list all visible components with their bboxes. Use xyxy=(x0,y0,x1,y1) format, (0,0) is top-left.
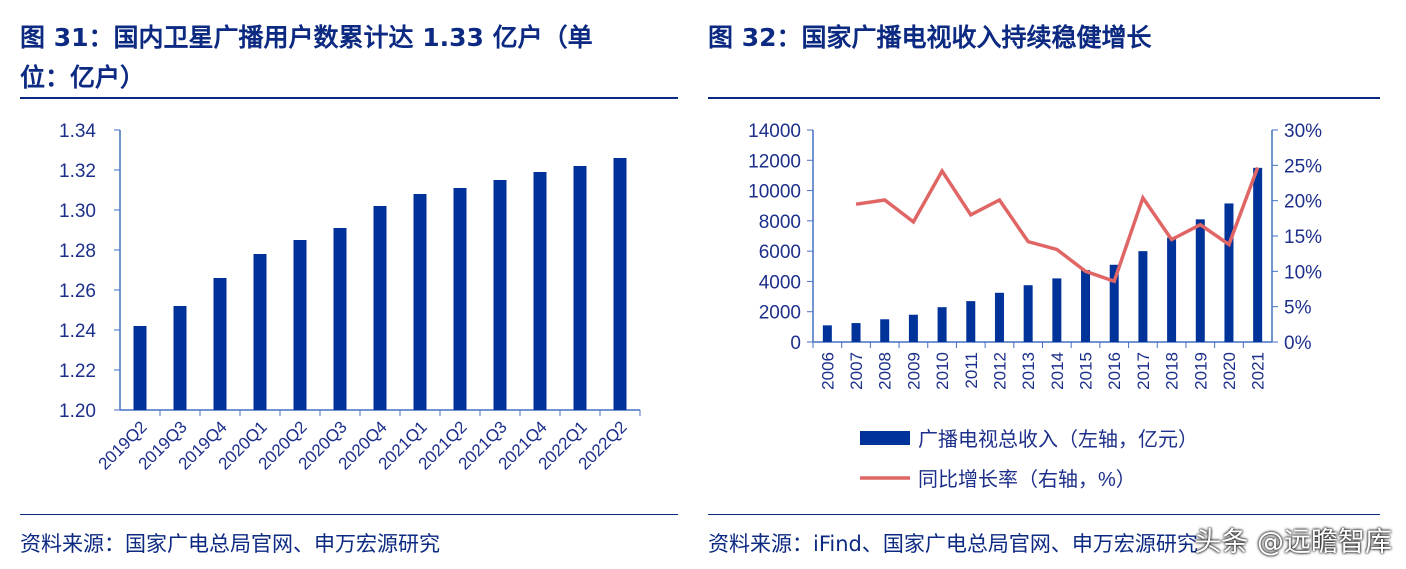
x-tick-label: 2018 xyxy=(1163,352,1182,390)
x-tick-label: 2016 xyxy=(1105,352,1124,390)
left-title-rule xyxy=(20,97,678,99)
bar xyxy=(1081,270,1091,342)
bar xyxy=(453,188,467,410)
bar xyxy=(333,228,347,410)
bar xyxy=(880,319,890,342)
right-y-tick-label: 20% xyxy=(1284,192,1322,213)
x-tick-label: 2006 xyxy=(818,352,837,390)
x-tick-label: 2017 xyxy=(1134,352,1153,390)
x-tick-label: 2012 xyxy=(990,352,1009,390)
right-y-tick-label: 25% xyxy=(1284,156,1322,177)
left-footer-rule xyxy=(20,514,678,515)
left-y-tick-label: 2000 xyxy=(759,303,801,324)
bar xyxy=(851,323,861,342)
left-y-tick-label: 10000 xyxy=(748,182,801,203)
right-y-tick-label: 0% xyxy=(1284,333,1312,354)
left-chart: 1.201.221.241.261.281.301.321.342019Q220… xyxy=(59,121,641,474)
right-y-tick-label: 30% xyxy=(1284,121,1322,142)
bar xyxy=(293,240,307,410)
left-y-tick-label: 0 xyxy=(790,333,801,354)
x-tick-label: 2020 xyxy=(1220,352,1239,390)
left-y-tick-label: 6000 xyxy=(759,242,801,263)
right-footer-rule xyxy=(708,514,1380,515)
bar xyxy=(253,254,267,410)
bar xyxy=(1023,285,1033,342)
bar xyxy=(1052,278,1062,342)
y-tick-label: 1.28 xyxy=(59,241,96,262)
y-tick-label: 1.26 xyxy=(59,281,96,302)
bar xyxy=(966,301,976,342)
bar xyxy=(937,307,947,342)
x-tick-label: 2009 xyxy=(904,352,923,390)
x-tick-label: 2007 xyxy=(847,352,866,390)
bar xyxy=(1109,264,1119,342)
y-tick-label: 1.34 xyxy=(59,121,96,142)
bar xyxy=(173,306,187,410)
bar xyxy=(493,180,507,410)
bar xyxy=(533,172,547,410)
bar xyxy=(1224,203,1234,342)
bar xyxy=(213,278,227,410)
x-tick-label: 2008 xyxy=(876,352,895,390)
y-tick-label: 1.30 xyxy=(59,201,96,222)
bar xyxy=(994,292,1004,342)
left-source: 资料来源：国家广电总局官网、申万宏源研究 xyxy=(20,532,440,556)
legend-label-line: 同比增长率（右轴，%） xyxy=(918,468,1136,491)
left-y-tick-label: 8000 xyxy=(759,212,801,233)
left-chart-title-line1: 图 31：国内卫星广播用户数累计达 1.33 亿户（单 xyxy=(20,23,593,52)
bar xyxy=(573,166,587,410)
growth-rate-line xyxy=(855,166,1260,284)
bar xyxy=(613,158,627,410)
x-tick-label: 2021 xyxy=(1249,352,1268,390)
bar xyxy=(908,314,918,342)
bar xyxy=(133,326,147,410)
bar xyxy=(1138,251,1148,342)
bar xyxy=(1253,167,1263,342)
y-tick-label: 1.20 xyxy=(59,401,96,422)
x-tick-label: 2010 xyxy=(933,352,952,390)
right-chart-title: 图 32：国家广播电视收入持续稳健增长 xyxy=(708,23,1152,52)
right-y-tick-label: 10% xyxy=(1284,262,1322,283)
x-tick-label: 2014 xyxy=(1048,352,1067,390)
x-tick-label: 2015 xyxy=(1077,352,1096,390)
y-tick-label: 1.32 xyxy=(59,161,96,182)
bar xyxy=(373,206,387,410)
watermark-logo: 头条 @远瞻智库 xyxy=(1194,527,1392,558)
legend-label-bar: 广播电视总收入（左轴，亿元） xyxy=(918,428,1198,451)
right-y-tick-label: 15% xyxy=(1284,227,1322,248)
bar xyxy=(1167,237,1177,342)
x-tick-label: 2011 xyxy=(962,352,981,389)
y-tick-label: 1.22 xyxy=(59,361,96,382)
right-y-tick-label: 5% xyxy=(1284,298,1312,319)
bar xyxy=(413,194,427,410)
right-source: 资料来源：iFind、国家广电总局官网、申万宏源研究 xyxy=(708,532,1198,556)
left-y-tick-label: 12000 xyxy=(748,151,801,172)
right-title-rule xyxy=(708,97,1380,99)
bar xyxy=(1195,219,1205,342)
left-y-tick-label: 4000 xyxy=(759,272,801,293)
right-chart: 0 2000 4000 6000 8000 10000 12000 14000 0% 5% 10% 1… xyxy=(748,121,1322,491)
x-tick-label: 2019 xyxy=(1191,352,1210,390)
y-tick-label: 1.24 xyxy=(59,321,96,342)
x-tick-label: 2013 xyxy=(1019,352,1038,390)
left-y-tick-label: 14000 xyxy=(748,121,801,142)
left-chart-title-line2: 位：亿户） xyxy=(20,63,146,92)
bar xyxy=(822,325,832,342)
legend-swatch-bar xyxy=(860,431,910,445)
